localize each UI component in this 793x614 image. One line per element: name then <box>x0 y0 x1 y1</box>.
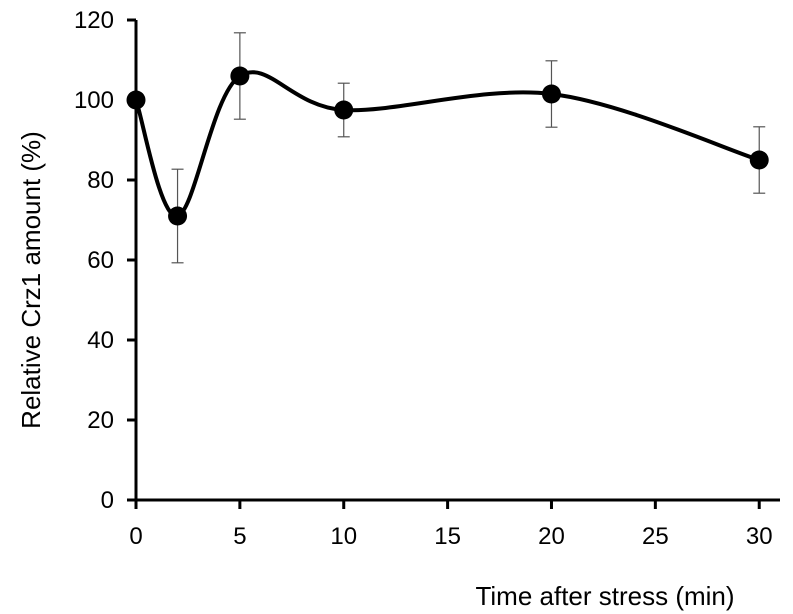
y-tick-label: 60 <box>87 247 114 274</box>
x-tick-label: 10 <box>330 523 357 550</box>
y-axis-title: Relative Crz1 amount (%) <box>16 131 46 429</box>
y-tick-label: 100 <box>74 87 114 114</box>
x-tick-label: 0 <box>129 523 142 550</box>
x-tick-label: 20 <box>538 523 565 550</box>
data-point <box>334 100 354 120</box>
data-point <box>749 150 769 170</box>
data-point <box>230 66 250 86</box>
ticks: 0 20 40 60 80 100 120 0 5 10 15 20 25 30 <box>74 7 773 550</box>
data-points <box>126 66 769 226</box>
x-tick-label: 5 <box>233 523 246 550</box>
y-tick-label: 20 <box>87 407 114 434</box>
x-axis-title: Time after stress (min) <box>475 581 734 611</box>
data-point <box>168 206 188 226</box>
axes <box>134 20 780 502</box>
y-tick-label: 0 <box>101 487 114 514</box>
x-tick-label: 25 <box>642 523 669 550</box>
y-tick-label: 120 <box>74 7 114 34</box>
series-lines <box>134 70 762 218</box>
x-tick-label: 15 <box>434 523 461 550</box>
data-point <box>541 84 561 104</box>
data-point <box>126 90 146 110</box>
y-tick-label: 40 <box>87 327 114 354</box>
x-tick-label: 30 <box>746 523 773 550</box>
y-tick-label: 80 <box>87 167 114 194</box>
series-line <box>134 70 762 218</box>
error-bars <box>171 32 766 264</box>
